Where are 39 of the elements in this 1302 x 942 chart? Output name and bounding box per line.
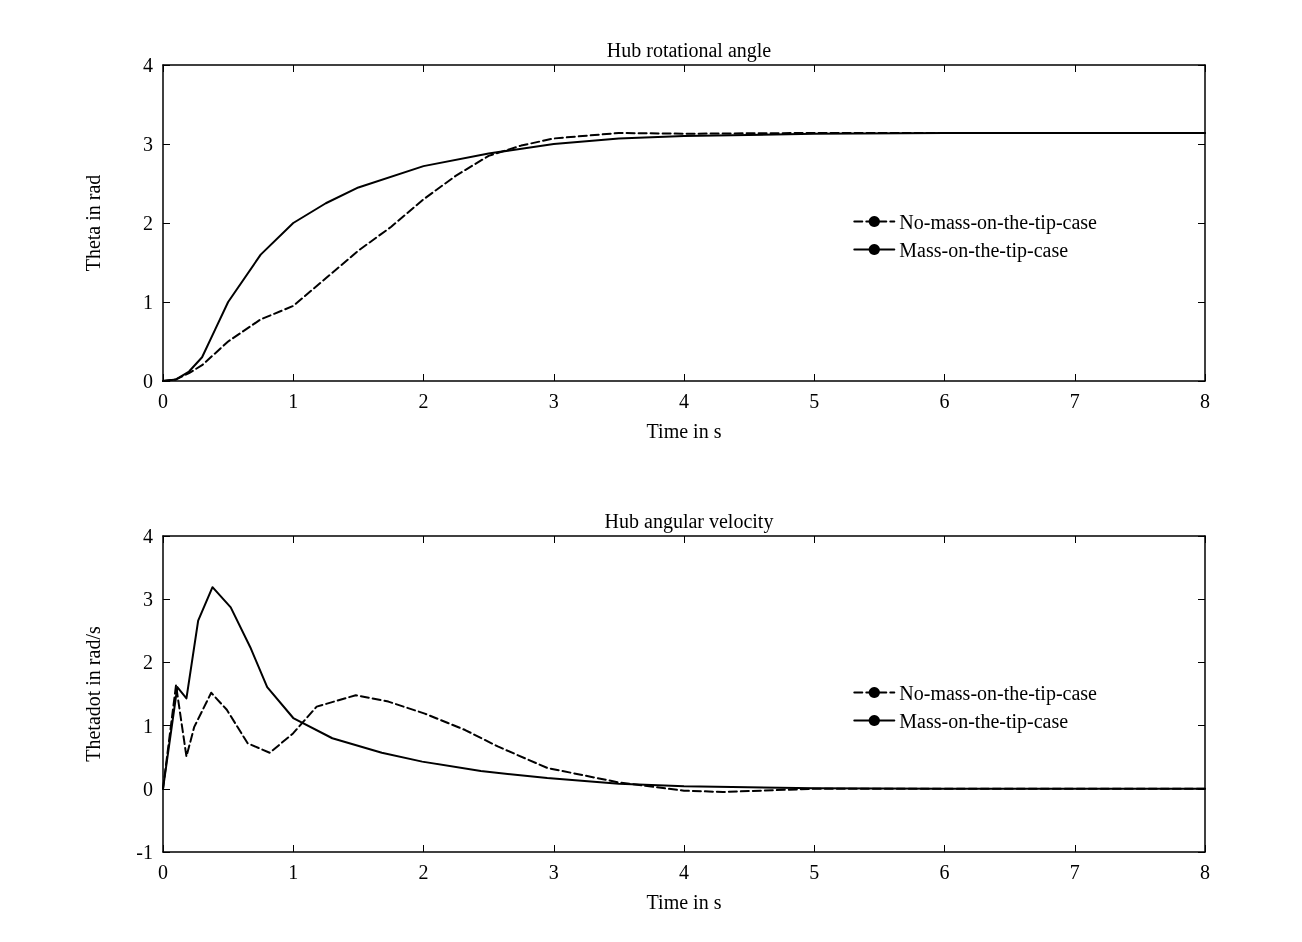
x-tick-label: 3 <box>548 390 559 412</box>
legend-label: Mass-on-the-tip-case <box>899 238 1069 262</box>
x-tick-label: 0 <box>158 861 168 883</box>
x-axis-title: Time in s <box>646 891 722 913</box>
x-tick-label: 5 <box>809 861 820 883</box>
x-tick-label: 7 <box>1069 390 1080 412</box>
legend-label: No-mass-on-the-tip-case <box>899 681 1098 705</box>
legend-label: No-mass-on-the-tip-case <box>899 210 1098 234</box>
legend-label: Mass-on-the-tip-case <box>899 709 1069 733</box>
y-tick-label: 0 <box>143 777 153 800</box>
y-tick-label: 3 <box>143 133 153 155</box>
x-tick-label: 3 <box>548 861 559 883</box>
y-axis-title: Thetadot in rad/s <box>82 626 104 762</box>
y-tick-label: 2 <box>143 212 153 234</box>
x-tick-label: 1 <box>288 861 299 883</box>
x-tick-label: 6 <box>939 390 950 412</box>
chart-title: Hub angular velocity <box>604 510 774 533</box>
x-tick-label: 1 <box>288 390 299 412</box>
x-tick-label: 5 <box>809 390 820 412</box>
y-tick-label: 1 <box>143 291 153 313</box>
x-tick-label: 7 <box>1069 861 1080 883</box>
x-tick-label: 4 <box>679 390 689 412</box>
y-tick-label: 1 <box>143 714 153 737</box>
x-tick-label: 2 <box>418 861 429 883</box>
x-axis-title: Time in s <box>646 420 722 442</box>
y-tick-label: 0 <box>143 370 153 392</box>
y-tick-label: -1 <box>136 841 153 863</box>
y-tick-label: 4 <box>143 525 153 547</box>
y-axis-title: Theta in rad <box>82 174 104 272</box>
x-tick-label: 8 <box>1200 861 1210 883</box>
y-tick-label: 3 <box>143 588 153 611</box>
y-tick-label: 4 <box>143 54 153 76</box>
x-tick-label: 8 <box>1200 390 1210 412</box>
x-tick-label: 6 <box>939 861 950 883</box>
y-tick-label: 2 <box>143 651 153 674</box>
x-tick-label: 2 <box>418 390 429 412</box>
x-tick-label: 4 <box>679 861 689 883</box>
x-tick-label: 0 <box>158 390 168 412</box>
chart-title: Hub rotational angle <box>606 39 772 62</box>
